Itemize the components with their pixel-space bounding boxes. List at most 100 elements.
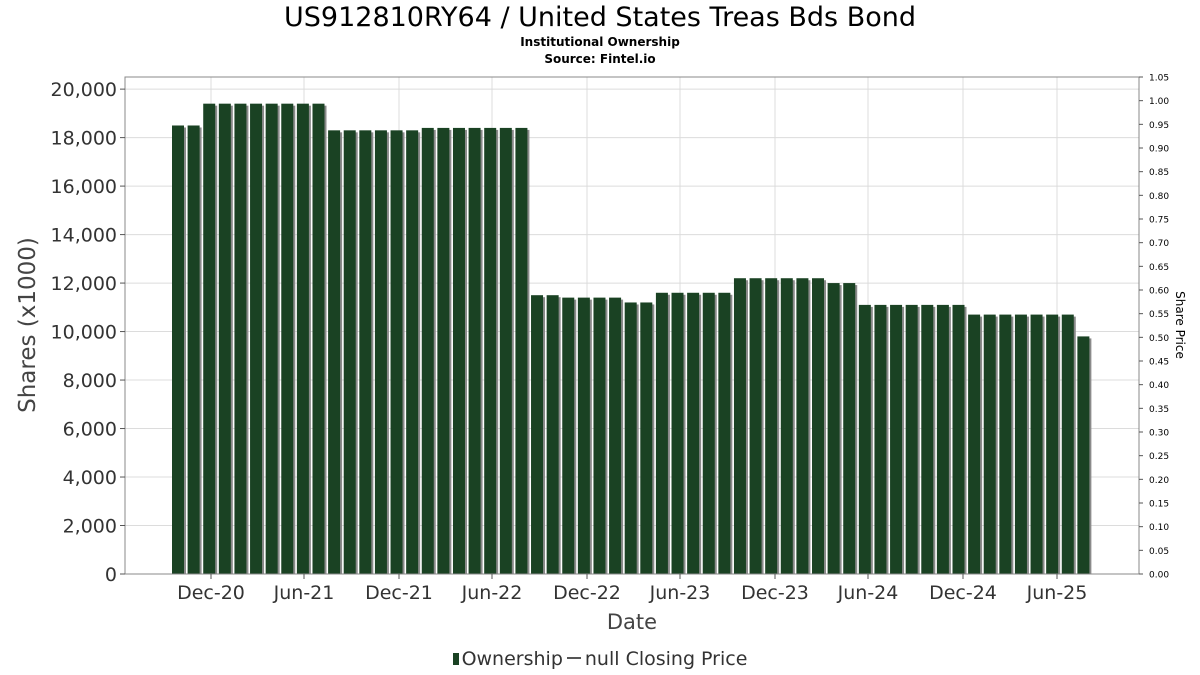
x-tick-label: Jun-24 xyxy=(837,582,899,604)
y2-tick-label: 0.20 xyxy=(1149,476,1169,486)
ownership-bar xyxy=(655,292,668,574)
ownership-chart: 0 2,000 4,000 6,000 8,000 10,000 12,000 14,000 1… xyxy=(15,74,1187,635)
ownership-bar xyxy=(1030,314,1043,574)
ownership-bar xyxy=(452,127,465,574)
ownership-bar xyxy=(890,304,903,574)
x-axis-ticks: Dec-20 Jun-21 Dec-21 Jun-22 Dec-22 Jun-23 Dec-… xyxy=(177,574,1087,604)
chart-title: US912810RY64 / United States Treas Bds B… xyxy=(284,2,916,33)
ownership-bar xyxy=(968,314,981,574)
ownership-bar xyxy=(484,127,497,574)
ownership-bar xyxy=(858,304,871,574)
ownership-bar xyxy=(234,103,247,575)
y2-tick-label: 0.90 xyxy=(1149,145,1169,155)
ownership-bar xyxy=(936,304,949,574)
ownership-bar xyxy=(218,103,231,575)
y2-tick-label: 0.85 xyxy=(1149,168,1169,178)
y-tick-label: 12,000 xyxy=(51,273,117,295)
ownership-legend-label: Ownership xyxy=(461,648,563,670)
ownership-bar xyxy=(390,130,403,574)
ownership-bar xyxy=(515,127,528,574)
y2-tick-label: 0.05 xyxy=(1149,547,1169,557)
ownership-bar xyxy=(640,302,653,574)
ownership-bar xyxy=(609,297,622,574)
ownership-bar xyxy=(1014,314,1027,574)
ownership-bar xyxy=(952,304,965,574)
ownership-bar xyxy=(546,295,559,574)
y2-tick-label: 0.35 xyxy=(1149,405,1169,415)
x-tick-label: Jun-22 xyxy=(461,582,523,604)
y2-tick-label: 1.00 xyxy=(1149,97,1169,107)
y-tick-label: 16,000 xyxy=(51,176,117,198)
ownership-bar xyxy=(281,103,294,575)
ownership-bar xyxy=(359,130,372,574)
y2-tick-label: 0.00 xyxy=(1149,571,1169,581)
ownership-bar xyxy=(796,278,809,574)
ownership-bar xyxy=(172,125,184,575)
ownership-legend-swatch xyxy=(452,653,459,665)
ownership-bar xyxy=(577,297,590,574)
ownership-bar xyxy=(437,127,450,574)
y-tick-label: 20,000 xyxy=(51,79,117,101)
ownership-bar xyxy=(780,278,793,574)
ownership-bar xyxy=(468,127,481,574)
ownership-bar xyxy=(765,278,778,574)
ownership-bar xyxy=(687,292,700,574)
ownership-bar xyxy=(749,278,762,574)
ownership-bar xyxy=(733,278,746,574)
x-tick-label: Dec-24 xyxy=(929,582,997,604)
ownership-bar xyxy=(905,304,918,574)
x-axis-label: Date xyxy=(607,610,657,634)
chart-subtitle: Institutional Ownership xyxy=(520,35,680,49)
y-tick-label: 2,000 xyxy=(63,516,117,538)
ownership-bar xyxy=(1046,314,1059,574)
ownership-bar xyxy=(983,314,996,574)
ownership-bar xyxy=(203,103,216,575)
ownership-bar xyxy=(702,292,715,574)
y2-tick-label: 0.70 xyxy=(1149,239,1169,249)
y2-axis-ticks: 0.00 0.05 0.10 0.15 0.20 0.25 0.30 0.35 0.40 0.45… xyxy=(1139,74,1169,581)
x-tick-label: Dec-22 xyxy=(553,582,621,604)
x-tick-label: Jun-25 xyxy=(1026,582,1088,604)
ownership-bar xyxy=(421,127,434,574)
ownership-bar xyxy=(1077,336,1090,574)
ownership-bar xyxy=(499,127,512,574)
y2-axis-label: Share Price xyxy=(1173,291,1187,359)
ownership-bar xyxy=(921,304,934,574)
chart-source: Source: Fintel.io xyxy=(544,52,656,66)
x-tick-label: Jun-21 xyxy=(273,582,335,604)
x-tick-label: Dec-23 xyxy=(741,582,809,604)
ownership-bar xyxy=(296,103,309,575)
ownership-bar xyxy=(343,130,356,574)
y2-tick-label: 0.25 xyxy=(1149,452,1169,462)
ownership-bar xyxy=(1061,314,1074,574)
y-tick-label: 8,000 xyxy=(63,370,117,392)
x-tick-label: Dec-20 xyxy=(177,582,245,604)
ownership-bar xyxy=(624,302,637,574)
y2-tick-label: 0.65 xyxy=(1149,263,1169,273)
y-axis-label: Shares (x1000) xyxy=(15,237,41,413)
ownership-bar xyxy=(406,130,419,574)
ownership-bar xyxy=(812,278,825,574)
ownership-bar xyxy=(187,125,200,575)
bar-series-ownership xyxy=(172,103,1092,575)
y2-tick-label: 0.40 xyxy=(1149,381,1169,391)
ownership-bar xyxy=(874,304,887,574)
y2-tick-label: 0.45 xyxy=(1149,358,1169,368)
chart-legend: Ownership null Closing Price xyxy=(0,647,1200,671)
y-tick-label: 0 xyxy=(105,564,117,586)
ownership-bar xyxy=(671,292,684,574)
y2-tick-label: 0.55 xyxy=(1149,310,1169,320)
y2-tick-label: 0.60 xyxy=(1149,287,1169,297)
y2-tick-label: 0.10 xyxy=(1149,523,1169,533)
y2-tick-label: 0.15 xyxy=(1149,500,1169,510)
ownership-bar xyxy=(374,130,387,574)
y2-tick-label: 0.95 xyxy=(1149,121,1169,131)
y-tick-label: 10,000 xyxy=(51,322,117,344)
price-legend-line xyxy=(566,657,581,659)
price-legend-label: null Closing Price xyxy=(584,648,748,670)
y2-tick-label: 0.30 xyxy=(1149,429,1169,439)
ownership-bar xyxy=(593,297,606,574)
y-tick-label: 18,000 xyxy=(51,128,117,150)
ownership-bar xyxy=(843,283,856,574)
y2-tick-label: 0.75 xyxy=(1149,216,1169,226)
